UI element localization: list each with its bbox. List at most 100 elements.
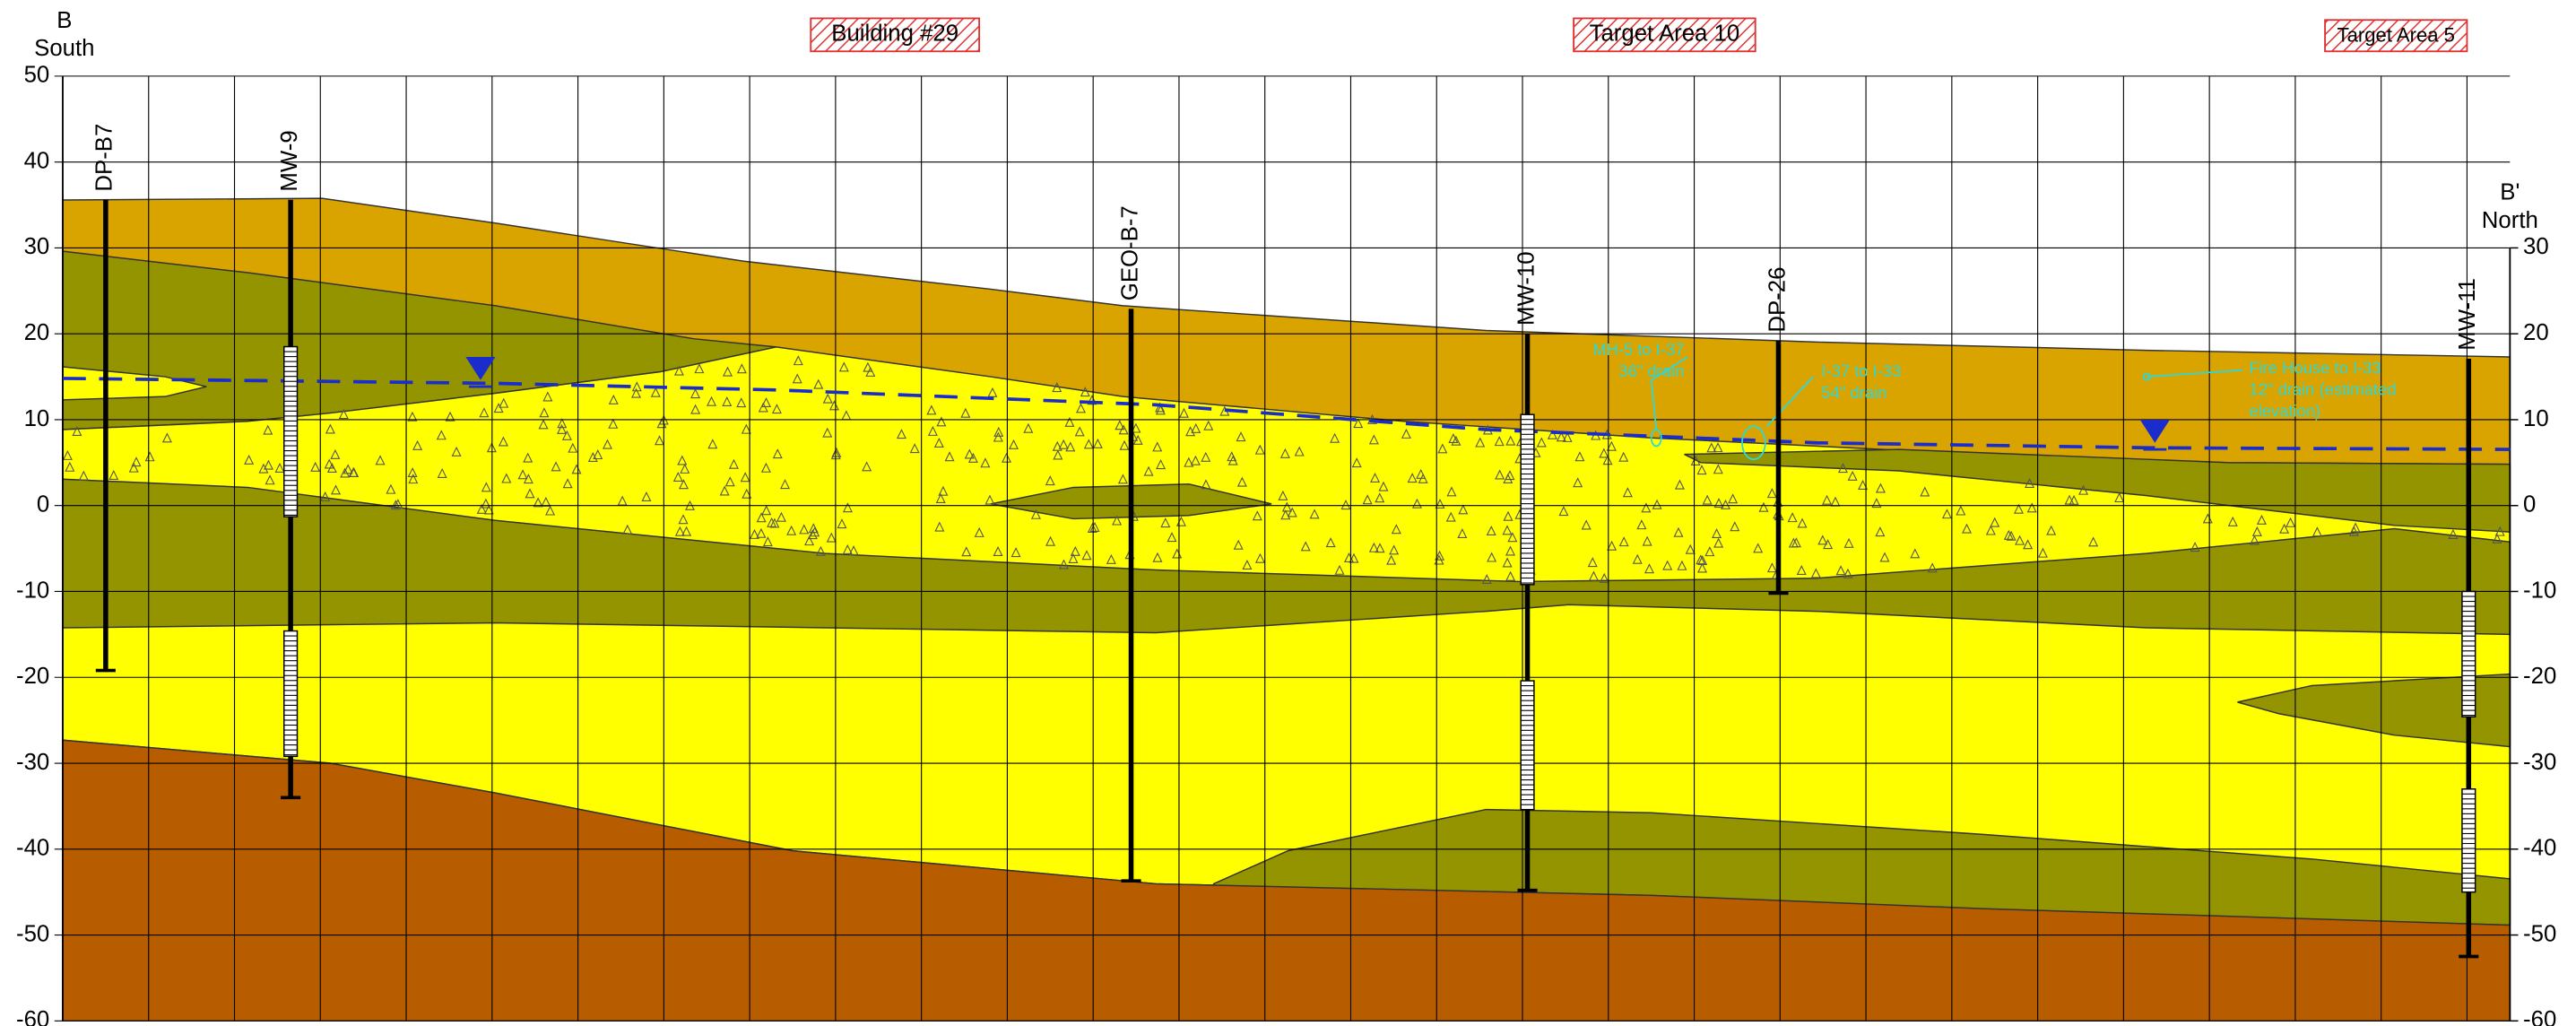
- sand-symbol: [1254, 444, 1265, 455]
- sand-symbol: [78, 470, 89, 481]
- sand-symbol: [837, 518, 847, 529]
- sand-symbol: [2078, 484, 2089, 495]
- sand-symbol: [1201, 479, 1211, 490]
- sand-symbol: [263, 424, 273, 435]
- sand-symbol: [1074, 426, 1085, 437]
- sand-symbol: [1155, 404, 1166, 415]
- sand-symbol: [769, 517, 780, 528]
- sand-symbol: [926, 404, 937, 415]
- sand-symbol: [1349, 552, 1359, 563]
- sand-symbol: [501, 473, 512, 483]
- sand-symbol: [1713, 464, 1723, 474]
- sand-symbol: [1847, 470, 1858, 481]
- sand-symbol: [2249, 535, 2259, 545]
- sand-symbol: [390, 500, 401, 510]
- sand-symbol: [694, 363, 705, 374]
- sand-symbol: [1065, 441, 1076, 452]
- sand-symbol: [1588, 570, 1599, 581]
- sand-symbol: [1787, 512, 1798, 523]
- sand-symbol: [1475, 437, 1486, 448]
- sand-symbol: [1076, 403, 1087, 413]
- sand-symbol: [144, 451, 155, 462]
- sand-symbol: [1131, 422, 1141, 433]
- sand-symbol: [1797, 517, 1808, 528]
- y-tick-label: -50: [16, 921, 49, 946]
- sand-symbol: [1536, 437, 1547, 448]
- sand-symbol: [338, 409, 349, 420]
- sand-symbol: [1242, 560, 1253, 570]
- sand-symbol: [542, 391, 553, 402]
- sand-symbol: [740, 472, 750, 483]
- sand-symbol: [1227, 451, 1237, 462]
- sand-symbol: [587, 451, 598, 462]
- sand-symbol: [1704, 546, 1715, 557]
- sand-symbol: [1053, 449, 1063, 460]
- sand-symbol: [980, 457, 991, 468]
- y2-tick-label: -30: [2523, 750, 2556, 775]
- sand-symbol: [2311, 526, 2322, 537]
- sand-symbol: [1796, 565, 1807, 576]
- sand-symbol: [1858, 480, 1869, 491]
- sand-symbol: [2026, 502, 2037, 513]
- sand-symbol: [1622, 487, 1633, 498]
- sand-symbol: [561, 430, 572, 440]
- sand-symbol: [551, 461, 561, 472]
- sand-symbol: [826, 532, 837, 543]
- water-table-symbol: [2139, 419, 2170, 443]
- sand-symbol: [65, 461, 75, 472]
- sand-symbol: [1843, 568, 1853, 578]
- sand-symbol: [1156, 459, 1167, 470]
- sand-symbol: [1117, 474, 1128, 484]
- sand-symbol: [655, 435, 665, 446]
- sand-symbol: [1662, 560, 1673, 570]
- sand-symbol: [1486, 526, 1496, 536]
- sand-symbol: [62, 449, 73, 460]
- sand-symbol: [792, 373, 802, 384]
- sand-symbol: [1547, 429, 1557, 439]
- sand-symbol: [707, 439, 718, 449]
- sand-symbol: [1766, 488, 1777, 499]
- sand-symbol: [533, 497, 543, 508]
- sand-symbol: [1203, 420, 1214, 430]
- sand-symbol: [678, 479, 689, 490]
- sand-symbol: [523, 452, 533, 463]
- sand-symbol: [707, 396, 717, 406]
- sand-symbol: [445, 411, 455, 422]
- y-tick-label: 40: [24, 148, 50, 173]
- sand-symbol: [1362, 494, 1373, 505]
- sand-symbol: [1280, 509, 1291, 520]
- sand-symbol: [728, 458, 739, 469]
- sand-symbol: [2348, 526, 2359, 536]
- sand-symbol: [1791, 537, 1801, 548]
- sand-symbol: [274, 462, 285, 473]
- sand-symbol: [483, 504, 494, 515]
- sand-symbol: [1201, 451, 1211, 462]
- sand-symbol: [1494, 436, 1505, 447]
- sand-symbol: [1368, 542, 1379, 552]
- sand-symbol: [690, 388, 701, 399]
- well-label: MW-10: [1514, 251, 1539, 326]
- sand-symbol: [1435, 498, 1445, 509]
- sand-symbol: [2015, 535, 2025, 545]
- sand-symbol: [325, 423, 335, 434]
- sand-symbol: [1389, 544, 1400, 555]
- sand-symbol: [1505, 570, 1516, 581]
- sand-symbol: [412, 439, 423, 450]
- sand-symbol: [974, 526, 984, 537]
- sand-symbol: [476, 503, 487, 514]
- sand-symbol: [678, 514, 689, 525]
- sand-symbol: [2448, 528, 2459, 539]
- well-screen: [2461, 590, 2476, 718]
- sand-symbol: [1962, 523, 1972, 534]
- sand-symbol: [1990, 517, 2000, 527]
- y-tick-label: 50: [24, 63, 50, 88]
- sand-symbol: [1758, 501, 1769, 512]
- sand-symbol: [1642, 535, 1652, 546]
- sand-symbol: [1178, 407, 1189, 418]
- sand-symbol: [761, 505, 772, 516]
- sand-symbol: [343, 464, 353, 474]
- sand-symbol: [1652, 499, 1662, 509]
- y-tick-label: -60: [16, 1007, 49, 1026]
- sand-symbol: [2190, 542, 2200, 552]
- sand-symbol: [1152, 552, 1163, 562]
